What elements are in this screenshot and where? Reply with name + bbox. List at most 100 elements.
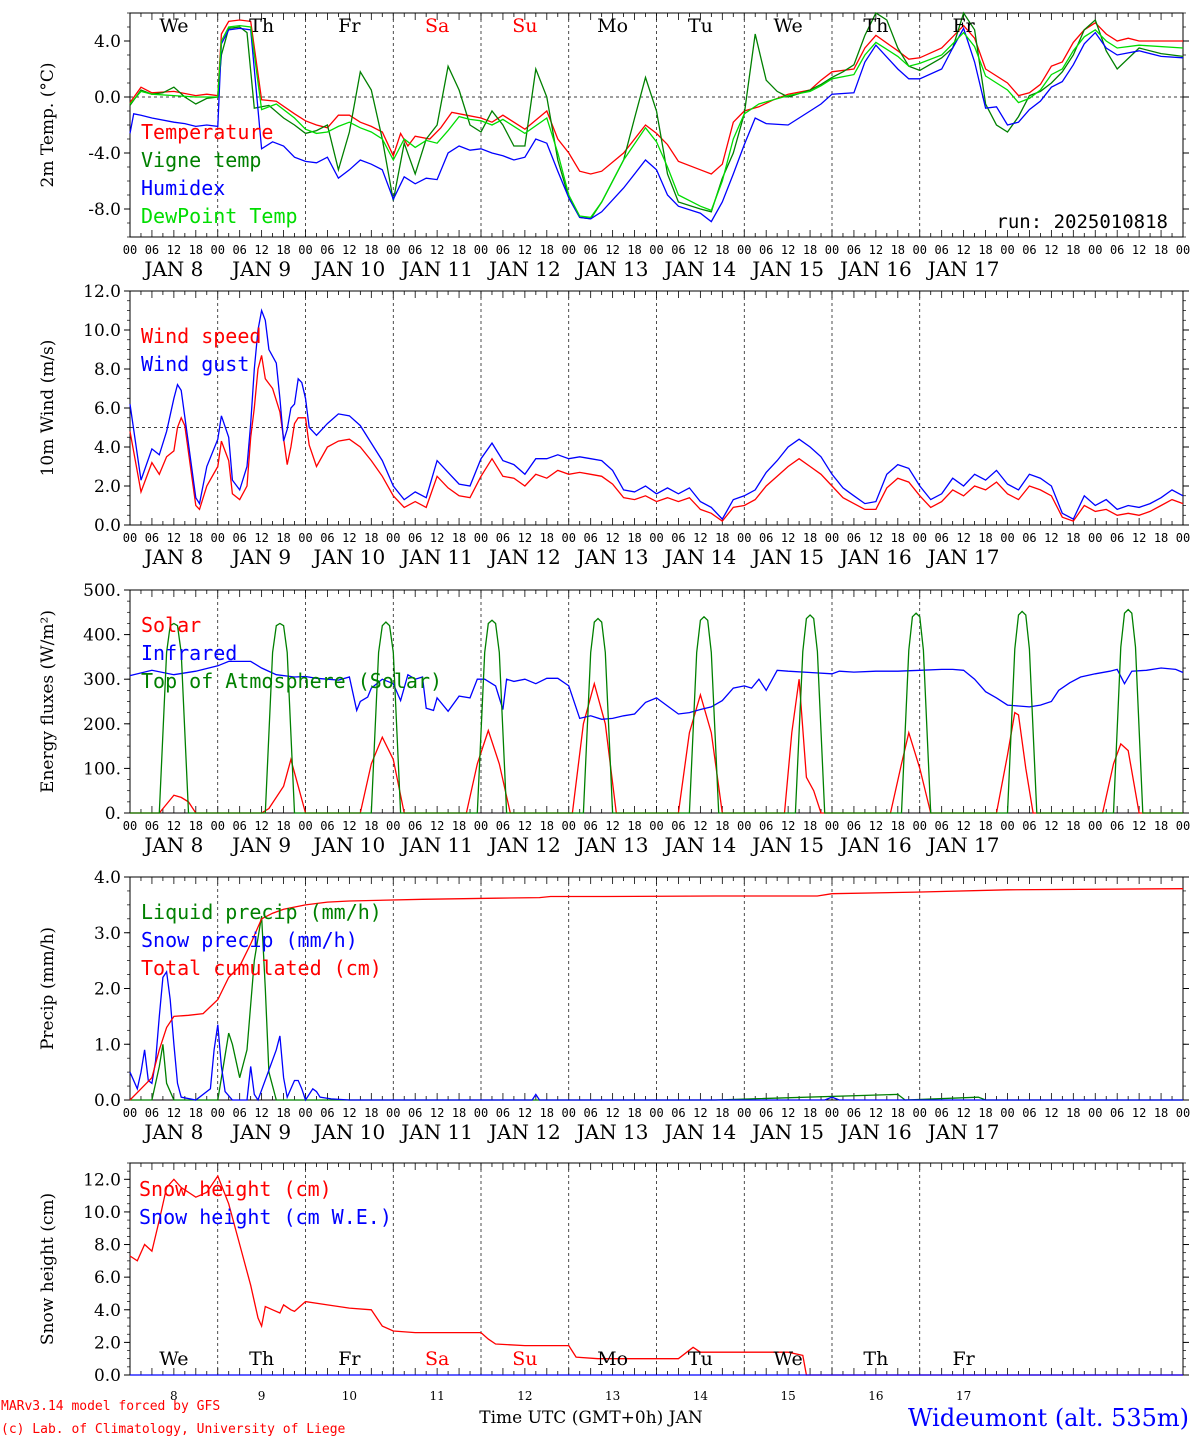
date-label: JAN 9 — [230, 1120, 291, 1144]
hour-label: 18 — [1066, 1106, 1080, 1120]
hour-label: 06 — [934, 243, 948, 257]
hour-label: 18 — [1066, 819, 1080, 833]
y-tick-label: 200. — [83, 715, 121, 735]
legend-entry: Liquid precip (mm/h) — [141, 900, 382, 924]
date-label: JAN 16 — [838, 545, 912, 569]
hour-label: 00 — [1088, 243, 1102, 257]
y-tick-label: 1.0 — [94, 1035, 121, 1055]
date-label: JAN 16 — [838, 833, 912, 857]
date-label: JAN 12 — [487, 545, 561, 569]
series-line-humidex — [129, 26, 1184, 223]
series-line-infrared — [129, 660, 1184, 720]
hour-label: 00 — [123, 243, 137, 257]
hour-label: 00 — [298, 243, 312, 257]
hour-label: 00 — [737, 531, 751, 545]
hour-label: 00 — [1088, 1106, 1102, 1120]
date-label: JAN 16 — [838, 1120, 912, 1144]
hour-label: 00 — [649, 243, 663, 257]
hour-label: 00 — [123, 1106, 137, 1120]
hour-label: 00 — [211, 243, 225, 257]
hour-label: 18 — [978, 1106, 992, 1120]
date-label: JAN 11 — [399, 833, 473, 857]
hour-label: 12 — [167, 1106, 181, 1120]
hour-label: 18 — [1154, 819, 1168, 833]
hour-label: 06 — [232, 1106, 246, 1120]
hour-label: 06 — [759, 819, 773, 833]
hour-label: 18 — [1154, 531, 1168, 545]
hour-label: 06 — [1022, 819, 1036, 833]
y-tick-label: 500. — [83, 581, 121, 601]
date-label: JAN 15 — [750, 257, 824, 281]
date-label: JAN 13 — [575, 833, 649, 857]
hour-label: 06 — [1110, 1106, 1124, 1120]
y-tick-label: 10.0 — [83, 321, 121, 341]
weekday-label: Su — [512, 15, 537, 37]
day-number: 14 — [693, 1389, 709, 1403]
hour-label: 18 — [891, 1106, 905, 1120]
hour-label: 06 — [232, 819, 246, 833]
y-axis-label: Energy fluxes (W/m²) — [38, 610, 58, 793]
legend-entry: Snow precip (mm/h) — [141, 928, 358, 952]
hour-label: 18 — [1154, 243, 1168, 257]
hour-label: 06 — [496, 819, 510, 833]
hour-label: 18 — [803, 531, 817, 545]
date-label: JAN 8 — [142, 257, 203, 281]
hour-label: 18 — [452, 243, 466, 257]
hour-label: 12 — [518, 531, 532, 545]
date-label: JAN 13 — [575, 1120, 649, 1144]
hour-label: 12 — [1132, 243, 1146, 257]
hour-label: 18 — [891, 819, 905, 833]
hour-label: 18 — [189, 243, 203, 257]
legend-entry: Vigne temp — [141, 148, 261, 172]
hour-label: 18 — [715, 243, 729, 257]
hour-label: 00 — [1088, 531, 1102, 545]
hour-label: 06 — [145, 819, 159, 833]
hour-label: 12 — [254, 531, 268, 545]
y-tick-label: 0.0 — [94, 1091, 121, 1111]
hour-label: 06 — [583, 531, 597, 545]
weekday-label: Fr — [338, 15, 361, 37]
hour-label: 00 — [913, 531, 927, 545]
hour-label: 06 — [1022, 243, 1036, 257]
hour-label: 18 — [364, 531, 378, 545]
hour-label: 12 — [1044, 819, 1058, 833]
hour-label: 18 — [364, 1106, 378, 1120]
hour-label: 12 — [869, 819, 883, 833]
date-label: JAN 10 — [311, 545, 385, 569]
panels: -8.0 -4.0 0.0 4.0 2m Temp. (°C) Temperature Vi… — [38, 11, 1190, 1403]
hour-label: 00 — [1176, 243, 1190, 257]
hour-label: 06 — [408, 243, 422, 257]
hour-label: 00 — [649, 531, 663, 545]
lab-credit: (c) Lab. of Climatology, University of L… — [1, 1422, 346, 1437]
date-label: JAN 13 — [575, 257, 649, 281]
hour-label: 18 — [452, 819, 466, 833]
hour-label: 00 — [211, 531, 225, 545]
hour-label: 18 — [452, 531, 466, 545]
hour-label: 00 — [562, 531, 576, 545]
date-label: JAN 14 — [662, 833, 736, 857]
hour-label: 06 — [934, 1106, 948, 1120]
hour-label: 12 — [1044, 1106, 1058, 1120]
hour-label: 00 — [1000, 819, 1014, 833]
date-label: JAN 17 — [926, 545, 1000, 569]
date-label: JAN 9 — [230, 257, 291, 281]
hour-label: 12 — [956, 819, 970, 833]
hour-label: 06 — [847, 531, 861, 545]
hour-label: 18 — [978, 819, 992, 833]
series-line-temperature — [129, 19, 1183, 175]
hour-label: 18 — [978, 243, 992, 257]
date-label: JAN 15 — [750, 1120, 824, 1144]
hour-label: 06 — [145, 1106, 159, 1120]
hour-label: 06 — [232, 243, 246, 257]
y-tick-label: 6.0 — [94, 1268, 121, 1288]
hour-label: 12 — [605, 531, 619, 545]
hour-label: 18 — [276, 819, 290, 833]
weekday-label: Sa — [425, 15, 449, 37]
hour-label: 12 — [781, 243, 795, 257]
hour-label: 06 — [671, 243, 685, 257]
hour-label: 18 — [627, 243, 641, 257]
hour-label: 00 — [298, 1106, 312, 1120]
hour-label: 00 — [1176, 1106, 1190, 1120]
hour-label: 06 — [408, 819, 422, 833]
hour-label: 06 — [320, 243, 334, 257]
